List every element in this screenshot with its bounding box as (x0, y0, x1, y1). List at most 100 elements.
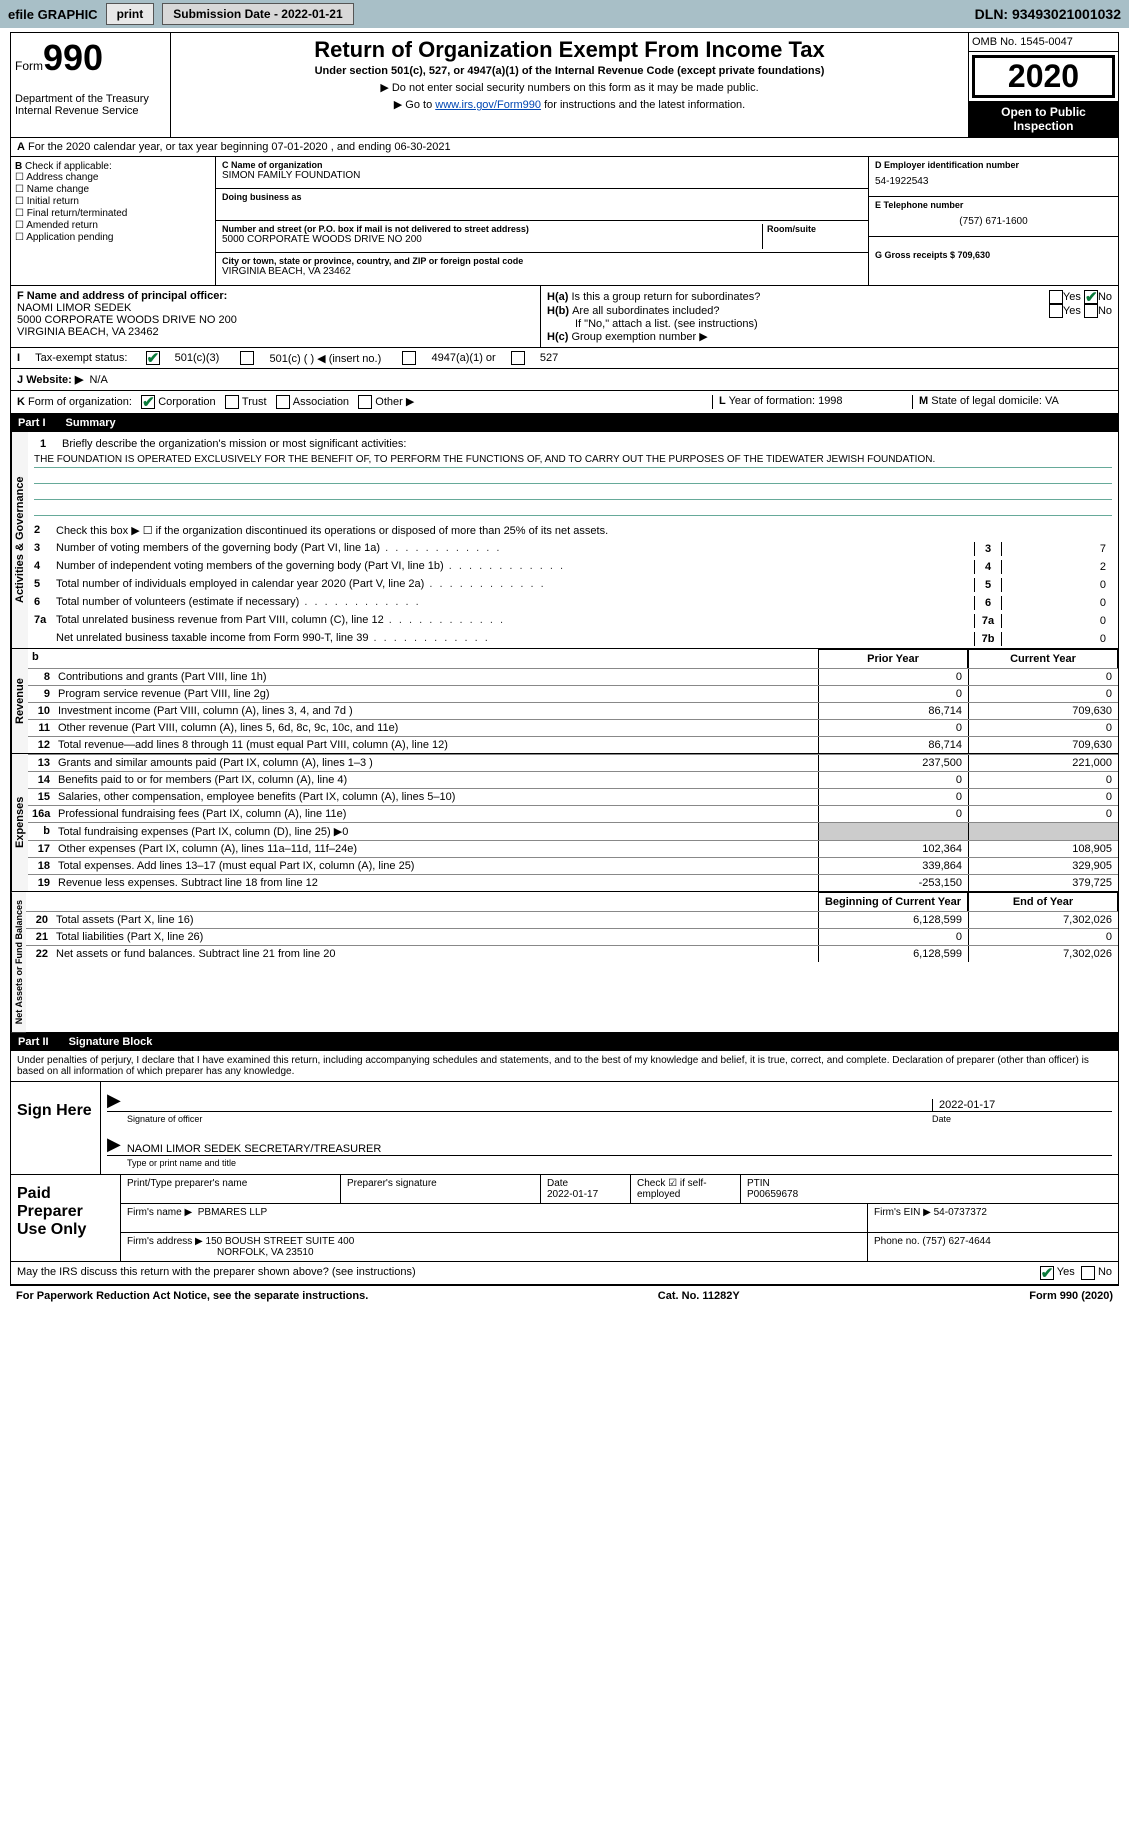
section-h: H(a) Is this a group return for subordin… (541, 286, 1118, 347)
gross-receipts: G Gross receipts $ 709,630 (875, 250, 1112, 260)
side-expenses: Expenses (11, 754, 28, 891)
chk-amended[interactable]: Amended return (15, 220, 211, 231)
hb-no[interactable] (1084, 304, 1098, 318)
chk-trust[interactable] (225, 395, 239, 409)
side-governance: Activities & Governance (11, 432, 28, 648)
firm-ein: 54-0737372 (934, 1207, 987, 1218)
calendar-year-line: A For the 2020 calendar year, or tax yea… (10, 138, 1119, 157)
omb-number: OMB No. 1545-0047 (969, 33, 1118, 52)
chk-501c[interactable] (240, 351, 254, 365)
line2: Check this box ▶ ☐ if the organization d… (56, 524, 1112, 537)
form-number: Form990 (15, 37, 166, 79)
addr-label: Number and street (or P.O. box if mail i… (222, 224, 762, 234)
chk-527[interactable] (511, 351, 525, 365)
officer-name: NAOMI LIMOR SEDEK (17, 302, 131, 314)
org-name-label: C Name of organization (222, 160, 862, 170)
irs-link[interactable]: www.irs.gov/Form990 (435, 99, 541, 111)
telephone: (757) 671-1600 (875, 216, 1112, 227)
city-label: City or town, state or province, country… (222, 256, 862, 266)
footer: For Paperwork Reduction Act Notice, see … (10, 1285, 1119, 1306)
chk-address-change[interactable]: Address change (15, 172, 211, 183)
data-line: 15Salaries, other compensation, employee… (28, 788, 1118, 805)
dln: DLN: 93493021001032 (975, 6, 1121, 22)
chk-other[interactable] (358, 395, 372, 409)
revenue-header: b Prior Year Current Year (28, 649, 1118, 668)
sig-date: 2022-01-17 (932, 1099, 1112, 1111)
gov-line: 4Number of independent voting members of… (28, 558, 1118, 576)
section-c: C Name of organization SIMON FAMILY FOUN… (216, 157, 868, 285)
data-line: 16aProfessional fundraising fees (Part I… (28, 805, 1118, 822)
gov-line: 3Number of voting members of the governi… (28, 540, 1118, 558)
side-netassets: Net Assets or Fund Balances (11, 892, 26, 1032)
section-f: F Name and address of principal officer:… (11, 286, 541, 347)
ha-no[interactable] (1084, 290, 1098, 304)
tel-label: E Telephone number (875, 200, 1112, 210)
tax-year: 2020 (972, 55, 1115, 98)
netassets-header: Beginning of Current Year End of Year (26, 892, 1118, 911)
discuss-no[interactable] (1081, 1266, 1095, 1280)
chk-name-change[interactable]: Name change (15, 184, 211, 195)
section-b: B Check if applicable: Address change Na… (11, 157, 216, 285)
inspection-label: Open to Public Inspection (969, 101, 1118, 137)
ein: 54-1922543 (875, 176, 1112, 187)
org-name: SIMON FAMILY FOUNDATION (222, 170, 862, 181)
discuss-yes[interactable] (1040, 1266, 1054, 1280)
chk-4947[interactable] (402, 351, 416, 365)
data-line: 8Contributions and grants (Part VIII, li… (28, 668, 1118, 685)
submission-date: Submission Date - 2022-01-21 (162, 3, 353, 25)
data-line: 11Other revenue (Part VIII, column (A), … (28, 719, 1118, 736)
section-d: D Employer identification number 54-1922… (868, 157, 1118, 285)
data-line: bTotal fundraising expenses (Part IX, co… (28, 822, 1118, 840)
mission-text: THE FOUNDATION IS OPERATED EXCLUSIVELY F… (34, 454, 1112, 468)
side-revenue: Revenue (11, 649, 28, 753)
chk-app-pending[interactable]: Application pending (15, 232, 211, 243)
gov-line: 5Total number of individuals employed in… (28, 576, 1118, 594)
form-note-1: ▶ Do not enter social security numbers o… (175, 81, 964, 94)
efile-label: efile GRAPHIC (8, 7, 98, 22)
data-line: 14Benefits paid to or for members (Part … (28, 771, 1118, 788)
address: 5000 CORPORATE WOODS DRIVE NO 200 (222, 234, 762, 245)
prep-date: 2022-01-17 (547, 1189, 598, 1200)
data-line: 17Other expenses (Part IX, column (A), l… (28, 840, 1118, 857)
firm-name: PBMARES LLP (198, 1207, 267, 1218)
chk-initial-return[interactable]: Initial return (15, 196, 211, 207)
topbar: efile GRAPHIC print Submission Date - 20… (0, 0, 1129, 28)
dba-label: Doing business as (222, 192, 862, 202)
city: VIRGINIA BEACH, VA 23462 (222, 266, 862, 277)
officer-addr1: 5000 CORPORATE WOODS DRIVE NO 200 (17, 314, 237, 326)
hb-yes[interactable] (1049, 304, 1063, 318)
data-line: 12Total revenue—add lines 8 through 11 (… (28, 736, 1118, 753)
firm-addr: 150 BOUSH STREET SUITE 400 (206, 1236, 355, 1247)
chk-assoc[interactable] (276, 395, 290, 409)
ptin: P00659678 (747, 1189, 798, 1200)
paid-preparer-label: Paid Preparer Use Only (11, 1175, 121, 1261)
gov-line: 6Total number of volunteers (estimate if… (28, 594, 1118, 612)
chk-final-return[interactable]: Final return/terminated (15, 208, 211, 219)
declaration: Under penalties of perjury, I declare th… (10, 1051, 1119, 1082)
ha-yes[interactable] (1049, 290, 1063, 304)
sign-here-label: Sign Here (11, 1082, 101, 1174)
may-discuss-row: May the IRS discuss this return with the… (10, 1262, 1119, 1285)
data-line: 13Grants and similar amounts paid (Part … (28, 754, 1118, 771)
data-line: 20Total assets (Part X, line 16)6,128,59… (26, 911, 1118, 928)
officer-addr2: VIRGINIA BEACH, VA 23462 (17, 326, 159, 338)
chk-corp[interactable] (141, 395, 155, 409)
form-note-2: ▶ Go to www.irs.gov/Form990 for instruct… (175, 98, 964, 111)
tax-status-row: I Tax-exempt status: 501(c)(3) 501(c) ( … (10, 348, 1119, 369)
gov-line: Net unrelated business taxable income fr… (28, 630, 1118, 648)
data-line: 10Investment income (Part VIII, column (… (28, 702, 1118, 719)
firm-phone: (757) 627-4644 (922, 1236, 990, 1247)
data-line: 22Net assets or fund balances. Subtract … (26, 945, 1118, 962)
gov-line: 7aTotal unrelated business revenue from … (28, 612, 1118, 630)
part1-header: Part ISummary (10, 414, 1119, 432)
print-button[interactable]: print (106, 3, 155, 25)
form-header: Form990 Department of the Treasury Inter… (10, 32, 1119, 138)
officer-printed-name: NAOMI LIMOR SEDEK SECRETARY/TREASURER (127, 1143, 381, 1155)
part2-header: Part IISignature Block (10, 1033, 1119, 1051)
ein-label: D Employer identification number (875, 160, 1112, 170)
form-subtitle: Under section 501(c), 527, or 4947(a)(1)… (175, 65, 964, 77)
data-line: 18Total expenses. Add lines 13–17 (must … (28, 857, 1118, 874)
org-form-row: K Form of organization: Corporation Trus… (10, 391, 1119, 414)
dept-label: Department of the Treasury Internal Reve… (15, 93, 166, 117)
chk-501c3[interactable] (146, 351, 160, 365)
